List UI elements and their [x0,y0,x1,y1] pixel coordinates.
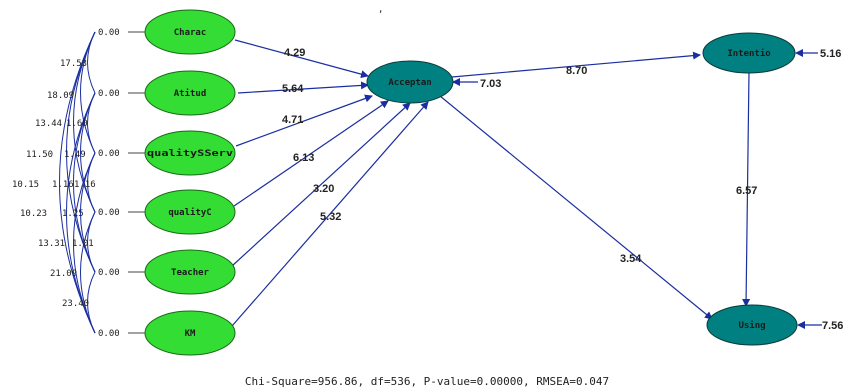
path-label-acceptan-intentio: 8.70 [566,65,587,77]
variance-label-teacher: 0.00 [98,268,120,278]
node-intentio-label: Intentio [727,48,770,59]
path-acceptan-intentio [451,51,701,78]
cov-label: 11.50 [26,150,53,160]
path-intentio-using [742,71,751,307]
node-using-label: Using [738,320,765,331]
variance-label-quality-s: 0.00 [98,149,120,159]
cov-label: 1.60 [66,119,88,129]
cov-label: 13.44 [35,119,62,129]
cov-label: 1.49 [64,150,86,160]
variance-group: 0.00 0.00 0.00 0.00 0.00 0.00 [98,28,145,339]
node-charac: Charac [144,9,236,55]
node-acceptan: Acceptan [366,60,454,104]
structural-paths [231,39,822,329]
node-charac-label: Charac [174,28,207,38]
cov-label: 1.25 [62,209,84,219]
path-label-km: 5.32 [320,211,341,223]
path-acceptan-using [439,95,713,320]
cov-label: 1.16 [74,180,96,190]
path-teacher-acceptan [231,102,411,267]
path-quality-c-acceptan [233,100,389,207]
node-intentio: Intentio [702,32,796,74]
fit-statistics: Chi-Square=956.86, df=536, P-value=0.000… [245,375,609,388]
error-label-acceptan: 7.03 [480,78,501,90]
node-using: Using [706,304,798,346]
node-quality-s: qualitySServ [144,130,236,176]
node-teacher-label: Teacher [171,268,210,278]
path-label-quality-c: 6.13 [293,152,314,164]
cov-label: 18.09 [47,91,74,101]
cov-label: 1.01 [72,239,94,249]
node-quality-c-label: qualityC [168,207,211,218]
node-km: KM [144,310,236,356]
path-label-intentio-using: 6.57 [736,185,757,197]
variance-label-charac: 0.00 [98,28,120,38]
node-teacher: Teacher [144,249,236,295]
variance-label-km: 0.00 [98,329,120,339]
node-quality-s-label: qualitySServ [147,148,234,159]
node-atitud: Atitud [144,70,236,116]
node-acceptan-label: Acceptan [388,78,431,88]
node-km-label: KM [185,329,196,339]
cov-label: 17.53 [60,59,87,69]
path-label-teacher: 3.20 [313,183,334,195]
path-label-charac: 4.29 [284,47,305,59]
cov-label: 23.40 [62,299,89,309]
node-atitud-label: Atitud [174,88,207,99]
path-km-acceptan [231,101,429,327]
covariance-arcs [59,31,96,334]
cov-label: 21.09 [50,269,77,279]
path-quality-s-acceptan [235,94,373,147]
variance-label-quality-c: 0.00 [98,208,120,218]
path-atitud-acceptan [237,81,369,94]
error-label-intentio: 5.16 [820,48,841,60]
cov-label: 10.15 [12,180,39,190]
path-charac-acceptan [234,39,369,79]
path-label-quality-s: 4.71 [282,114,303,126]
cov-label: 1.16 [52,180,74,190]
path-label-atitud: 5.64 [282,83,304,95]
node-quality-c: qualityC [144,189,236,235]
cov-label: 13.31 [38,239,65,249]
stray-mark: , [378,5,383,15]
variance-label-atitud: 0.00 [98,89,120,99]
error-label-using: 7.56 [822,320,843,332]
path-label-acceptan-using: 3.54 [620,253,642,265]
covariance-labels: 17.53 18.09 13.44 1.60 11.50 1.49 10.15 … [12,59,96,309]
path-labels: 4.29 5.64 4.71 6.13 3.20 5.32 8.70 3.54 … [282,47,843,332]
cov-label: 10.23 [20,209,47,219]
